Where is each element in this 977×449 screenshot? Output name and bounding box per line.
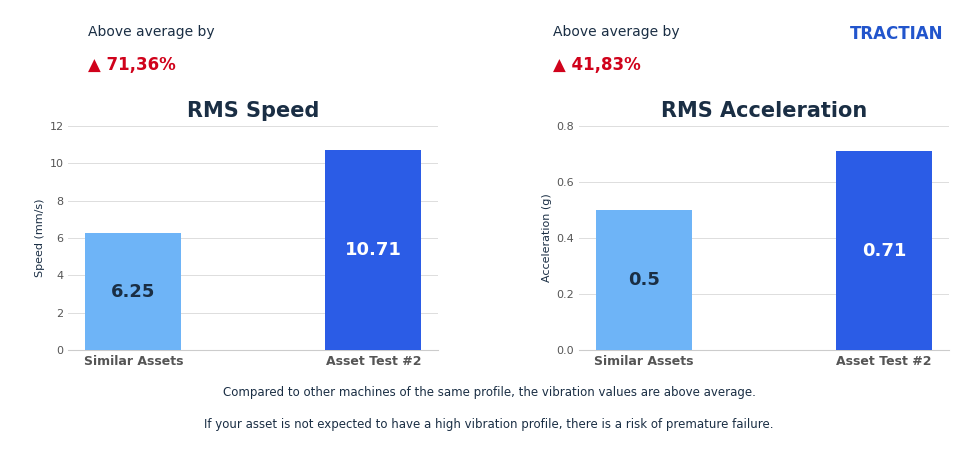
Y-axis label: Speed (mm/s): Speed (mm/s) <box>35 199 45 277</box>
Text: 6.25: 6.25 <box>111 283 155 301</box>
Title: RMS Speed: RMS Speed <box>187 101 319 121</box>
Y-axis label: Acceleration (g): Acceleration (g) <box>541 194 551 282</box>
Bar <box>325 150 421 350</box>
Text: Above average by: Above average by <box>552 25 678 39</box>
Text: Compared to other machines of the same profile, the vibration values are above a: Compared to other machines of the same p… <box>223 386 754 399</box>
Text: ▲ 71,36%: ▲ 71,36% <box>88 56 176 74</box>
Text: 10.71: 10.71 <box>345 241 402 259</box>
Bar <box>595 210 691 350</box>
Text: 0.5: 0.5 <box>627 271 658 289</box>
Text: If your asset is not expected to have a high vibration profile, there is a risk : If your asset is not expected to have a … <box>204 418 773 431</box>
Text: ▲ 41,83%: ▲ 41,83% <box>552 56 640 74</box>
Text: Above average by: Above average by <box>88 25 214 39</box>
Bar <box>85 233 181 350</box>
Title: RMS Acceleration: RMS Acceleration <box>659 101 866 121</box>
Text: 0.71: 0.71 <box>861 242 905 260</box>
Bar <box>835 151 931 350</box>
Text: TRACTIAN: TRACTIAN <box>849 25 943 43</box>
